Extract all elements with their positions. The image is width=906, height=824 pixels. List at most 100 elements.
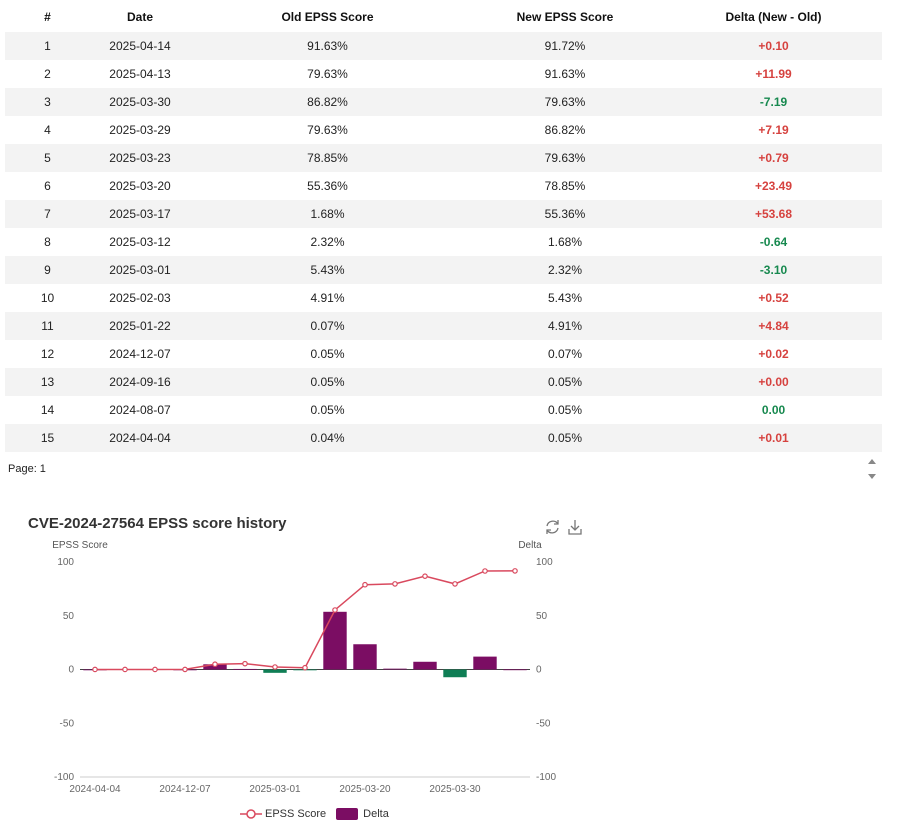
table-row: 15 2024-04-04 0.04% 0.05% +0.01 bbox=[5, 424, 882, 452]
table-row: 4 2025-03-29 79.63% 86.82% +7.19 bbox=[5, 116, 882, 144]
row-old-score: 0.05% bbox=[310, 375, 345, 389]
epss-score-point bbox=[452, 581, 458, 587]
row-new-score: 4.91% bbox=[547, 319, 583, 333]
row-date: 2025-03-29 bbox=[109, 123, 171, 137]
row-old-score: 91.63% bbox=[307, 39, 348, 53]
x-tick-label: 2025-03-30 bbox=[429, 784, 481, 795]
row-index: 10 bbox=[40, 291, 55, 305]
page-sort-control[interactable] bbox=[866, 456, 878, 482]
epss-score-point bbox=[302, 664, 308, 671]
row-date: 2025-01-22 bbox=[109, 319, 171, 333]
row-index: 4 bbox=[44, 123, 51, 137]
x-tick-label: 2025-03-01 bbox=[249, 784, 301, 795]
row-delta: -0.64 bbox=[759, 235, 788, 249]
row-delta: -7.19 bbox=[759, 95, 788, 109]
row-index: 14 bbox=[40, 403, 55, 417]
chart-title: CVE-2024-27564 EPSS score history bbox=[28, 515, 287, 532]
row-date: 2024-09-16 bbox=[109, 375, 171, 389]
delta-bar bbox=[383, 668, 407, 670]
epss-score-point bbox=[332, 607, 338, 613]
row-date: 2025-02-03 bbox=[109, 291, 171, 305]
epss-history-chart: EPSS Score Delta 100 100 50 50 0 0 -50 -50 -100 -10… bbox=[52, 540, 556, 795]
sort-arrows-icon bbox=[868, 459, 876, 479]
row-old-score: 79.63% bbox=[307, 67, 348, 81]
row-delta: +7.19 bbox=[758, 123, 789, 137]
row-date: 2025-03-01 bbox=[109, 263, 171, 277]
row-delta: +11.99 bbox=[755, 67, 792, 81]
row-date: 2025-03-30 bbox=[109, 95, 171, 109]
table-row: 5 2025-03-23 78.85% 79.63% +0.79 bbox=[5, 144, 882, 172]
column-header-delta[interactable]: Delta (New - Old) bbox=[725, 10, 822, 24]
row-index: 3 bbox=[44, 95, 51, 109]
delta-bar bbox=[263, 669, 287, 673]
column-header-new-score[interactable]: New EPSS Score bbox=[516, 10, 614, 24]
y-tick-label-right: 50 bbox=[536, 611, 548, 622]
row-date: 2025-03-20 bbox=[109, 179, 171, 193]
epss-history-table: # Date Old EPSS Score New EPSS Score Del… bbox=[5, 2, 882, 452]
table-row: 13 2024-09-16 0.05% 0.05% +0.00 bbox=[5, 368, 882, 396]
row-new-score: 0.07% bbox=[547, 347, 583, 361]
delta-bar bbox=[233, 668, 257, 670]
line-marker-icon bbox=[240, 809, 262, 819]
table-row: 1 2025-04-14 91.63% 91.72% +0.10 bbox=[5, 32, 882, 60]
row-new-score: 86.82% bbox=[544, 123, 586, 137]
table-row: 12 2024-12-07 0.05% 0.07% +0.02 bbox=[5, 340, 882, 368]
row-new-score: 0.05% bbox=[547, 375, 583, 389]
row-delta: +0.79 bbox=[758, 151, 789, 165]
row-old-score: 1.68% bbox=[310, 207, 345, 221]
row-new-score: 91.63% bbox=[544, 67, 586, 81]
row-index: 8 bbox=[44, 235, 51, 249]
table-body: 1 2025-04-14 91.63% 91.72% +0.10 2 2025-04-13 7… bbox=[5, 32, 882, 452]
row-delta: +0.10 bbox=[758, 39, 789, 53]
row-delta: -3.10 bbox=[759, 263, 788, 277]
epss-score-point bbox=[422, 573, 428, 579]
epss-score-point bbox=[92, 666, 98, 673]
row-delta: +23.49 bbox=[754, 179, 793, 193]
refresh-icon[interactable] bbox=[546, 520, 559, 534]
delta-bar bbox=[413, 661, 437, 670]
row-new-score: 2.32% bbox=[547, 263, 583, 277]
row-delta: +0.01 bbox=[758, 431, 789, 445]
row-new-score: 91.72% bbox=[544, 39, 586, 53]
table-row: 2 2025-04-13 79.63% 91.63% +11.99 bbox=[5, 60, 882, 88]
row-delta: +0.52 bbox=[758, 291, 789, 305]
row-index: 5 bbox=[44, 151, 51, 165]
column-header-date[interactable]: Date bbox=[126, 10, 153, 24]
table-row: 3 2025-03-30 86.82% 79.63% -7.19 bbox=[5, 88, 882, 116]
row-old-score: 79.63% bbox=[307, 123, 348, 137]
row-old-score: 4.91% bbox=[310, 291, 345, 305]
y-tick-label-right: -100 bbox=[536, 772, 556, 783]
epss-score-point bbox=[392, 581, 398, 587]
epss-score-point bbox=[152, 666, 158, 673]
legend-item-epss[interactable]: EPSS Score bbox=[240, 808, 326, 820]
row-index: 12 bbox=[40, 347, 55, 361]
y-axis-title-right: Delta bbox=[518, 540, 542, 551]
table-row: 7 2025-03-17 1.68% 55.36% +53.68 bbox=[5, 200, 882, 228]
row-index: 9 bbox=[44, 263, 51, 277]
y-tick-label-left: 50 bbox=[63, 611, 75, 622]
epss-score-point bbox=[242, 660, 248, 667]
column-header-old-score[interactable]: Old EPSS Score bbox=[281, 10, 374, 24]
row-new-score: 1.68% bbox=[547, 235, 583, 249]
x-tick-label: 2024-12-07 bbox=[159, 784, 211, 795]
row-date: 2025-04-14 bbox=[109, 39, 171, 53]
table-row: 6 2025-03-20 55.36% 78.85% +23.49 bbox=[5, 172, 882, 200]
download-icon[interactable] bbox=[568, 520, 582, 535]
row-old-score: 0.05% bbox=[310, 403, 345, 417]
row-new-score: 55.36% bbox=[544, 207, 586, 221]
row-date: 2024-12-07 bbox=[109, 347, 171, 361]
table-row: 14 2024-08-07 0.05% 0.05% 0.00 bbox=[5, 396, 882, 424]
epss-score-point bbox=[182, 666, 188, 673]
epss-score-point bbox=[122, 666, 128, 673]
delta-bar bbox=[503, 669, 527, 671]
row-old-score: 86.82% bbox=[307, 95, 348, 109]
column-header-index[interactable]: # bbox=[44, 10, 51, 24]
y-tick-label-right: 100 bbox=[536, 557, 553, 568]
legend-item-delta[interactable]: Delta bbox=[336, 808, 389, 820]
table-row: 11 2025-01-22 0.07% 4.91% +4.84 bbox=[5, 312, 882, 340]
row-date: 2025-03-12 bbox=[109, 235, 171, 249]
delta-bar bbox=[323, 611, 347, 670]
row-date: 2025-03-17 bbox=[109, 207, 171, 221]
epss-score-point bbox=[212, 661, 218, 668]
chart-legend: EPSS Score Delta bbox=[240, 808, 399, 820]
